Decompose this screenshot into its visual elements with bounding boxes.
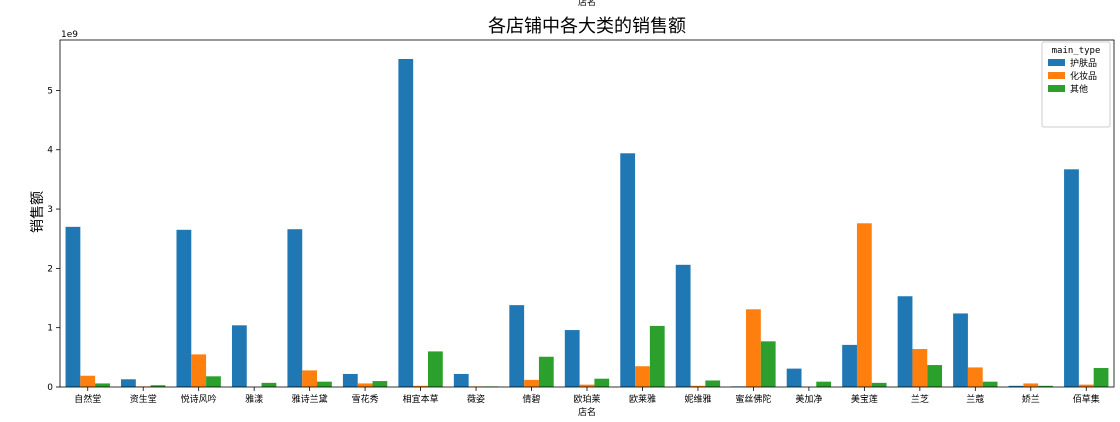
bar-1-19 <box>1064 169 1079 387</box>
bar-2-5 <box>302 370 318 387</box>
bar-2-16 <box>912 349 928 387</box>
bar-3-13 <box>760 341 776 387</box>
x-tick-label: 自然堂 <box>74 393 101 405</box>
x-tick-label: 雪花秀 <box>352 393 379 405</box>
bar-2-13 <box>746 309 761 387</box>
x-tick-label: 美加净 <box>795 393 822 405</box>
bar-1-4 <box>231 325 247 387</box>
x-tick-label: 妮维雅 <box>684 393 711 405</box>
bar-3-18 <box>1038 385 1053 387</box>
bar-1-7 <box>398 58 414 387</box>
bar-1-2 <box>121 379 136 387</box>
x-tick-label: 薇姿 <box>467 393 485 405</box>
y-tick-label: 5 <box>47 86 53 96</box>
bar-3-11 <box>649 325 665 387</box>
bar-2-3 <box>191 354 207 387</box>
y-tick-label: 2 <box>47 264 53 274</box>
bar-1-17 <box>953 313 968 387</box>
bars-group <box>65 58 1109 387</box>
legend-label-1: 护肤品 <box>1070 57 1097 69</box>
bar-2-7 <box>413 385 428 387</box>
x-tick-label: 雅诗兰黛 <box>292 393 328 405</box>
bar-1-12 <box>675 264 691 387</box>
bar-3-2 <box>150 385 166 387</box>
bar-3-17 <box>982 381 998 387</box>
x-tick-label: 悦诗风吟 <box>181 393 217 405</box>
x-tick-label: 娇兰 <box>1022 393 1040 405</box>
bar-2-18 <box>1023 383 1039 387</box>
bar-2-11 <box>635 366 650 387</box>
x-tick-label: 欧莱雅 <box>629 393 656 405</box>
bar-2-19 <box>1078 384 1094 387</box>
bar-3-16 <box>927 365 943 387</box>
chart-title: 各店铺中各大类的销售额 <box>488 16 686 37</box>
bar-1-9 <box>509 305 525 387</box>
bar-3-6 <box>372 381 388 387</box>
bar-1-3 <box>176 229 192 387</box>
x-tick-label: 资生堂 <box>130 393 157 405</box>
bar-1-8 <box>453 373 469 387</box>
bar-1-18 <box>1008 385 1024 387</box>
x-axis-label: 店名 <box>578 406 596 418</box>
bar-3-4 <box>261 382 277 387</box>
x-tick-label: 相宜本草 <box>403 393 439 405</box>
bar-1-6 <box>342 373 358 387</box>
y-tick-label: 1 <box>47 324 53 334</box>
legend-swatch-2 <box>1048 72 1065 79</box>
bar-1-14 <box>786 368 802 387</box>
x-tick-label: 倩碧 <box>523 393 541 405</box>
bar-3-3 <box>206 376 221 387</box>
bar-3-15 <box>871 382 887 387</box>
bar-3-5 <box>317 381 332 387</box>
bar-1-10 <box>564 330 580 387</box>
bar-1-11 <box>620 153 636 387</box>
y-tick-label: 0 <box>47 383 53 393</box>
bar-2-1 <box>80 375 96 387</box>
y-tick-label: 4 <box>47 146 53 156</box>
x-tick-label: 佰草集 <box>1073 393 1100 405</box>
bar-2-15 <box>856 223 872 387</box>
bar-2-9 <box>524 379 539 387</box>
bar-1-15 <box>842 344 857 387</box>
y-axis-label: 销售额 <box>30 191 46 233</box>
x-tick-label: 欧珀莱 <box>573 393 600 405</box>
legend-label-2: 化妆品 <box>1070 70 1097 82</box>
bar-3-19 <box>1093 368 1109 387</box>
y-tick-label: 3 <box>47 205 53 215</box>
x-tick-label: 美宝莲 <box>851 393 878 405</box>
x-tick-label: 雅漾 <box>245 393 263 405</box>
y-multiplier-label: 1e9 <box>61 30 78 40</box>
bar-2-17 <box>967 367 983 387</box>
bar-1-1 <box>65 226 81 387</box>
y-ticks-group: 0 1 2 3 4 5 <box>47 86 60 393</box>
x-tick-label: 兰蔻 <box>966 393 984 405</box>
x-tick-label: 蜜丝佛陀 <box>735 393 771 405</box>
bar-2-6 <box>357 383 373 387</box>
bar-2-12 <box>690 385 706 387</box>
legend-label-3: 其他 <box>1070 83 1088 95</box>
legend-title: main_type <box>1052 46 1101 56</box>
legend-swatch-1 <box>1048 59 1065 66</box>
bar-1-5 <box>287 229 303 387</box>
x-ticks-group: 自然堂 资生堂 悦诗风吟 雅漾 雅诗兰黛 雪花秀 相宜本草 薇姿 倩碧 欧珀莱 欧莱雅 妮维雅 蜜丝佛陀… <box>74 387 1100 405</box>
bar-3-12 <box>705 380 721 387</box>
bar-3-14 <box>816 381 832 387</box>
bar-2-10 <box>579 384 595 387</box>
bar-3-10 <box>594 378 610 387</box>
bar-3-9 <box>538 356 554 387</box>
bar-3-1 <box>95 383 110 387</box>
top-axis-label: 店名 <box>578 0 596 8</box>
bar-3-7 <box>427 351 443 387</box>
x-tick-label: 兰芝 <box>911 393 929 405</box>
bar-1-16 <box>897 296 913 387</box>
legend-swatch-3 <box>1048 85 1065 92</box>
